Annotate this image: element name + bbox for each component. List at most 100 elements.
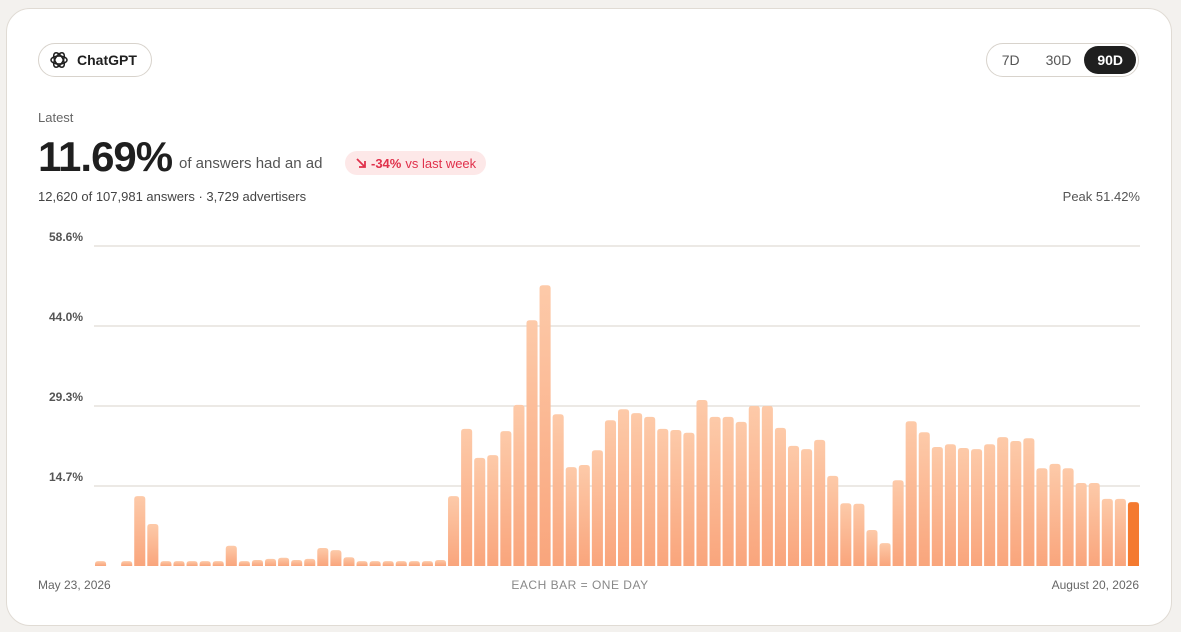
- bar: [997, 437, 1009, 566]
- bar: [291, 559, 303, 566]
- bar: [1088, 482, 1100, 566]
- bar: [225, 545, 237, 566]
- bar: [1049, 463, 1061, 566]
- y-tick-label: 14.7%: [49, 470, 83, 484]
- down-arrow: [356, 158, 366, 168]
- bar: [147, 523, 159, 566]
- bar: [709, 416, 721, 566]
- bar: [814, 439, 826, 566]
- bar: [317, 547, 329, 566]
- bar: [774, 427, 786, 566]
- bar: [434, 559, 447, 566]
- bar: [984, 444, 996, 566]
- bar: [278, 557, 290, 566]
- change-badge: -34% vs last week: [345, 151, 487, 175]
- bar: [1023, 438, 1035, 566]
- bar: [134, 496, 146, 566]
- change-value: -34%: [371, 155, 402, 171]
- bar: [513, 404, 525, 566]
- range-button[interactable]: 7D: [1001, 52, 1020, 68]
- bar: [801, 449, 813, 566]
- bar: [591, 450, 603, 566]
- bar: [526, 320, 538, 566]
- bar: [618, 409, 630, 566]
- y-tick-label: 29.3%: [49, 390, 83, 404]
- bar: [212, 561, 224, 566]
- bar: [879, 543, 891, 566]
- bar: [186, 561, 198, 566]
- bar: [448, 496, 460, 566]
- bar: [238, 561, 250, 566]
- model-icon: [50, 52, 68, 68]
- bar: [853, 503, 865, 566]
- bar: [343, 557, 355, 566]
- bar: [931, 446, 943, 566]
- bar: [827, 475, 839, 566]
- bar: [722, 416, 734, 566]
- bar: [173, 561, 185, 566]
- peak: Peak 51.42%: [1062, 189, 1140, 204]
- bar: [840, 503, 852, 566]
- x-note: EACH BAR = ONE DAY: [511, 578, 648, 592]
- range-button[interactable]: 30D: [1045, 52, 1072, 68]
- bar: [735, 421, 747, 566]
- bar: [644, 416, 656, 566]
- bar: [369, 561, 381, 566]
- bar: [683, 432, 695, 566]
- latest-text: of answers had an ad: [179, 155, 323, 172]
- bar: [408, 561, 420, 566]
- bar: [892, 480, 904, 566]
- bar: [487, 455, 499, 566]
- bar: [761, 406, 773, 566]
- bar: [1114, 498, 1126, 566]
- bar: [1062, 468, 1074, 566]
- bar: [474, 457, 486, 566]
- bar: [95, 561, 107, 566]
- bar: [160, 561, 172, 566]
- bar: [304, 558, 316, 566]
- bar: [1010, 440, 1022, 566]
- bar: [944, 444, 956, 566]
- bar: [657, 428, 669, 566]
- latest-label: Latest: [38, 110, 74, 125]
- model-pill[interactable]: ChatGPT: [38, 43, 152, 77]
- bar: [356, 561, 368, 566]
- bar: [1075, 482, 1087, 566]
- model-name: ChatGPT: [77, 52, 137, 68]
- bar: [957, 448, 970, 566]
- bar: [382, 561, 394, 566]
- bar: [578, 464, 590, 566]
- bar: [199, 561, 211, 566]
- bar: [552, 414, 564, 566]
- bar: [264, 558, 277, 566]
- y-tick-label: 44.0%: [49, 310, 83, 324]
- bar: [696, 399, 708, 566]
- bar: [421, 561, 433, 566]
- bar: [670, 430, 682, 566]
- bar: [395, 561, 407, 566]
- bar: [866, 529, 878, 566]
- bar: [748, 406, 760, 566]
- change-text: vs last week: [405, 155, 477, 171]
- bar: [1101, 498, 1113, 566]
- range-selector: 7D 30D 90D: [985, 43, 1139, 77]
- bar: [787, 445, 800, 566]
- x-end-label: August 20, 2026: [1052, 578, 1140, 592]
- bar: [539, 285, 551, 566]
- range-button[interactable]: 90D: [1084, 46, 1136, 74]
- bar: [604, 420, 616, 566]
- bar: [1127, 502, 1139, 566]
- bar: [251, 559, 263, 566]
- x-start-label: May 23, 2026: [38, 578, 111, 592]
- y-tick-label: 58.6%: [49, 230, 83, 244]
- bar: [121, 561, 133, 566]
- bar: [918, 432, 930, 566]
- summary: 12,620 of 107,981 answers · 3,729 advert…: [38, 189, 307, 204]
- bar: [565, 467, 577, 566]
- bar: [500, 431, 512, 566]
- bar: [631, 413, 643, 566]
- bar: [1036, 468, 1048, 566]
- bar: [905, 421, 917, 566]
